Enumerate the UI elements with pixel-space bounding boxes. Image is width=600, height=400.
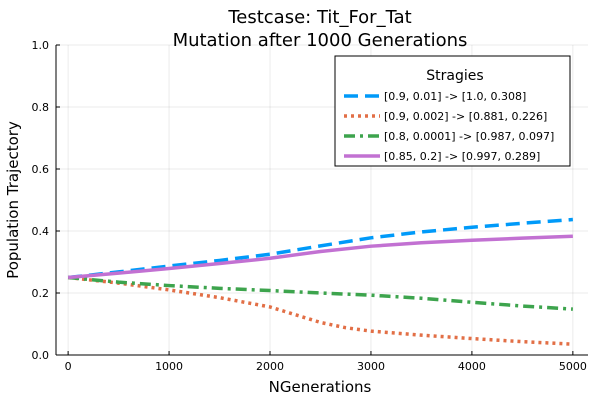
chart-title-line-1: Testcase: Tit_For_Tat bbox=[227, 7, 411, 28]
legend-entry-4: [0.85, 0.2] -> [0.997, 0.289] bbox=[384, 150, 540, 163]
legend-entry-1: [0.9, 0.01] -> [1.0, 0.308] bbox=[384, 90, 526, 103]
x-tick-label: 1000 bbox=[155, 360, 183, 373]
axes bbox=[55, 44, 588, 356]
x-tick-label: 3000 bbox=[357, 360, 385, 373]
y-tick-label: 0.2 bbox=[32, 287, 50, 300]
legend-box bbox=[334, 55, 571, 167]
x-tick-label: 0 bbox=[65, 360, 72, 373]
chart-title-line-2: Mutation after 1000 Generations bbox=[173, 30, 468, 51]
y-tick-label: 0.4 bbox=[32, 225, 50, 238]
legend-entry-2: [0.9, 0.002] -> [0.881, 0.226] bbox=[384, 110, 547, 123]
y-tick-label: 0.6 bbox=[32, 163, 50, 176]
legend-entry-3: [0.8, 0.0001] -> [0.987, 0.097] bbox=[384, 130, 554, 143]
series-layer bbox=[67, 217, 573, 346]
x-tick-label: 5000 bbox=[559, 360, 587, 373]
tick-labels: 0 1000 2000 3000 4000 5000 0.0 0.2 0.4 0.6 0.8 1.0 bbox=[32, 39, 587, 373]
legend-title: Stragies bbox=[426, 68, 483, 84]
y-tick-label: 0.0 bbox=[32, 349, 50, 362]
y-tick-label: 1.0 bbox=[32, 39, 50, 52]
series-line-4 bbox=[67, 234, 573, 280]
y-axis-label: Population Trajectory bbox=[4, 121, 22, 279]
x-tick-label: 4000 bbox=[458, 360, 486, 373]
y-tick-label: 0.8 bbox=[32, 101, 50, 114]
series-line-1 bbox=[67, 217, 573, 280]
x-axis-label: NGenerations bbox=[269, 378, 372, 396]
legend: Stragies [0.9, 0.01] -> [1.0, 0.308] [0.9… bbox=[334, 55, 571, 167]
x-tick-label: 2000 bbox=[256, 360, 284, 373]
